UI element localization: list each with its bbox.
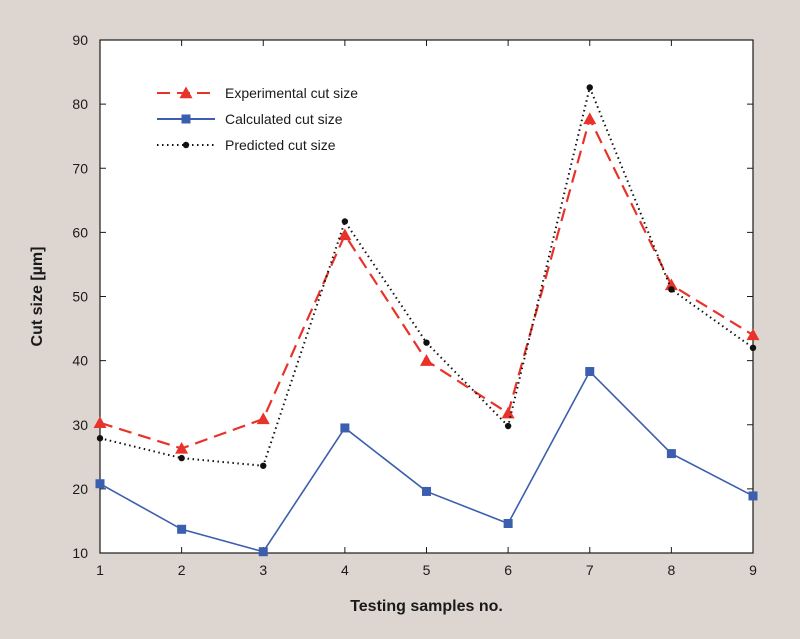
series-predicted-point <box>260 462 267 469</box>
axis-ticks: 10 20 30 40 50 60 70 80 90 1 2 3 4 5 6 7 8 9 <box>72 32 757 578</box>
series-predicted-point <box>749 344 757 351</box>
legend-label-predicted: Predicted cut size <box>225 137 336 153</box>
y-tick-label: 40 <box>72 353 88 369</box>
series-calculated-point <box>422 486 431 496</box>
series-predicted-point <box>668 286 675 293</box>
series-predicted-point <box>341 218 349 225</box>
y-tick-label: 10 <box>72 545 88 561</box>
x-tick-label: 8 <box>667 562 675 578</box>
y-axis-title: Cut size [µm] <box>29 247 46 347</box>
series-layer <box>93 84 760 557</box>
series-predicted-line <box>99 84 754 467</box>
series-predicted-point <box>178 454 185 462</box>
series-predicted-point <box>96 435 104 442</box>
x-tick-label: 5 <box>423 562 431 578</box>
series-calculated-point <box>503 519 513 529</box>
x-tick-label: 3 <box>259 562 267 578</box>
x-tick-label: 9 <box>749 562 757 578</box>
x-tick-label: 2 <box>178 562 186 578</box>
series-experimental-point <box>420 354 433 366</box>
series-calculated-point <box>177 524 187 534</box>
x-tick-label: 6 <box>504 562 512 578</box>
series-predicted <box>96 84 757 469</box>
y-tick-label: 20 <box>72 481 88 497</box>
y-tick-label: 50 <box>72 289 88 305</box>
x-tick-label: 1 <box>96 562 104 578</box>
y-tick-label: 60 <box>72 224 88 240</box>
x-tick-label: 7 <box>586 562 594 578</box>
legend-item-predicted: Predicted cut size <box>157 137 336 153</box>
plot-area <box>99 39 754 554</box>
series-experimental-point <box>338 228 352 241</box>
series-calculated-point <box>258 547 268 557</box>
series-calculated <box>95 367 758 557</box>
series-experimental-point <box>664 278 678 291</box>
x-axis-title: Testing samples no. <box>350 598 503 615</box>
series-calculated-point <box>585 367 595 377</box>
series-experimental-point <box>583 112 597 125</box>
series-experimental <box>93 112 760 454</box>
y-tick-label: 80 <box>72 96 88 112</box>
series-predicted-point <box>423 339 430 346</box>
series-calculated-point <box>666 449 676 459</box>
legend-marker-calculated <box>181 114 191 124</box>
series-experimental-point <box>256 412 270 425</box>
series-experimental-point <box>501 406 515 419</box>
legend-marker-predicted <box>182 141 190 149</box>
legend: Experimental cut size Calculated cut size… <box>157 85 358 153</box>
legend-label-calculated: Calculated cut size <box>225 111 343 127</box>
legend-item-calculated: Calculated cut size <box>157 111 343 127</box>
legend-label-experimental: Experimental cut size <box>225 85 358 101</box>
series-experimental-point <box>93 416 107 429</box>
series-experimental-point <box>175 441 189 454</box>
series-calculated-point <box>340 423 350 433</box>
series-predicted-point <box>504 422 512 430</box>
legend-marker-experimental <box>179 86 193 99</box>
y-tick-label: 70 <box>72 160 88 176</box>
x-tick-label: 4 <box>341 562 349 578</box>
y-tick-label: 90 <box>72 32 88 48</box>
series-experimental-point <box>746 328 760 341</box>
legend-item-experimental: Experimental cut size <box>157 85 358 101</box>
series-calculated-point <box>748 491 758 501</box>
series-predicted-point <box>586 84 593 91</box>
series-calculated-point <box>95 479 105 489</box>
y-tick-label: 30 <box>72 417 88 433</box>
